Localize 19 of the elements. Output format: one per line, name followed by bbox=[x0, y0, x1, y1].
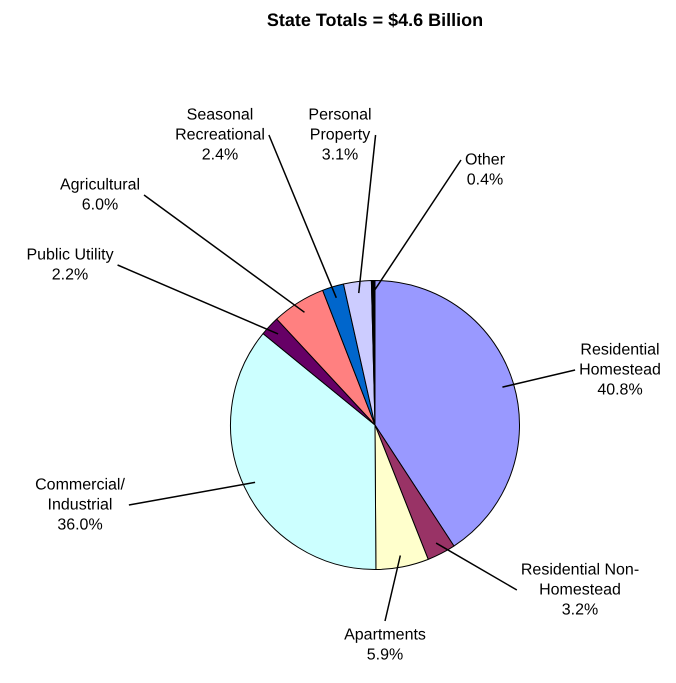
slice-label: Other bbox=[464, 151, 506, 168]
data-label: 6.0% bbox=[82, 196, 118, 214]
chart-title: State Totals = $4.6 Billion bbox=[266, 10, 484, 31]
slice-label: Personal Property bbox=[308, 106, 372, 144]
data-label: 36.0% bbox=[57, 516, 103, 534]
slice-label: Public Utility bbox=[26, 246, 114, 264]
data-label: 2.4% bbox=[202, 146, 238, 164]
slice-label: Residential Non-Homestead bbox=[520, 561, 640, 598]
data-label: 2.2% bbox=[52, 266, 88, 284]
slice-label: Commercial/Industrial bbox=[35, 476, 126, 514]
data-label: 0.4% bbox=[466, 171, 504, 188]
data-label: 3.1% bbox=[322, 146, 358, 164]
data-label: 3.2% bbox=[562, 601, 598, 618]
slice-label: Agricultural bbox=[60, 176, 140, 194]
slice-label: Apartments bbox=[344, 626, 426, 644]
data-label: 5.9% bbox=[366, 646, 404, 664]
data-label: 40.8% bbox=[597, 381, 643, 398]
slice-label: Seasonal Recreational bbox=[175, 106, 265, 144]
slice-label: Residential Homestead bbox=[579, 341, 661, 378]
